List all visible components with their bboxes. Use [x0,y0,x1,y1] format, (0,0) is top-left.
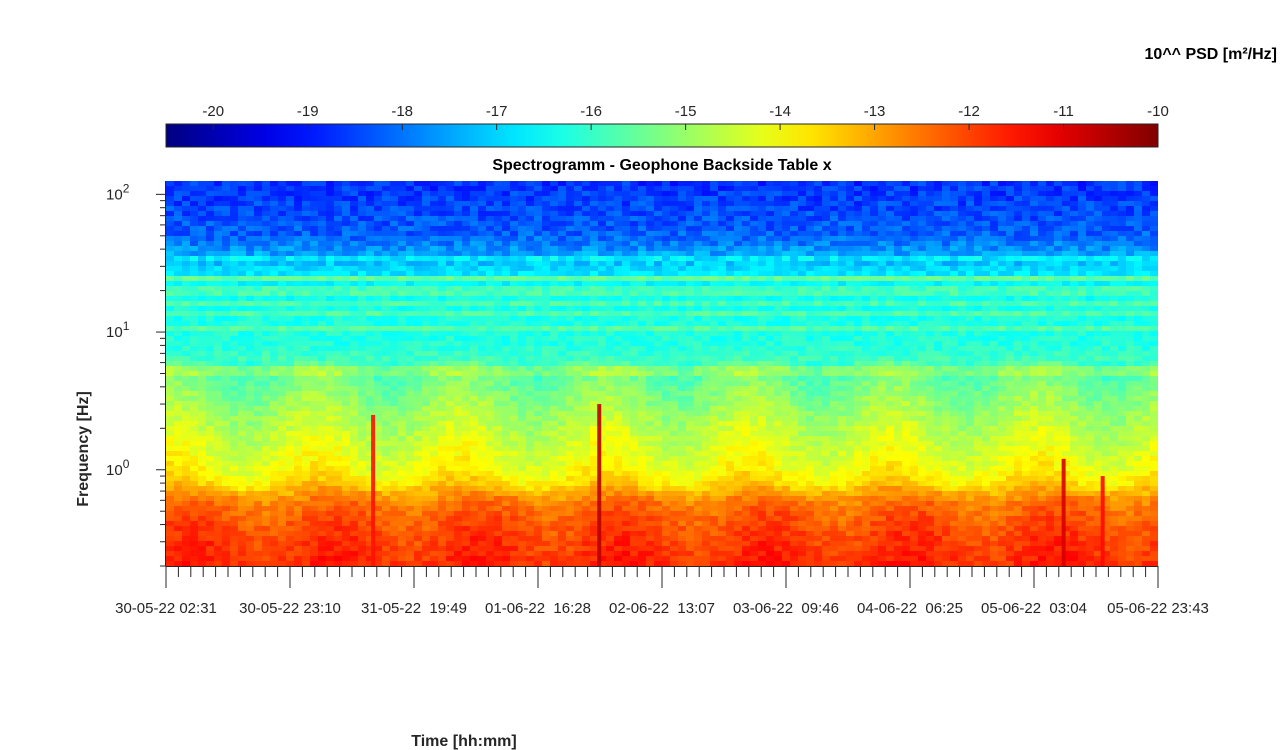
colorbar-tick-label: -19 [297,103,319,120]
transient-event [1100,476,1105,566]
x-axis: 30-05-22 02:31 30-05-22 23:10 31-05-22 19:… [115,566,1209,750]
colorbar-tick-label: -11 [1053,103,1074,120]
x-tick-label: 03-06-22 09:46 [733,600,839,617]
y-tick-label: 102 [106,181,130,203]
colorbar-tick-label: -17 [486,103,508,120]
y-axis: 100 101 102 Frequency [Hz] [75,181,166,567]
x-tick-label: 31-05-22 19:49 [361,600,467,617]
y-axis-label: Frequency [Hz] [75,391,92,507]
spectrogram-plot [166,181,1158,566]
transient-event [1061,458,1066,566]
y-tick-label: 101 [106,319,130,341]
x-axis-label: Time [hh:mm] [411,733,516,750]
colorbar-tick-label: -14 [769,103,791,120]
colorbar-tick-label: -13 [864,103,886,120]
x-tick-label: 04-06-22 06:25 [857,600,963,617]
colorbar-tick-label: -20 [202,103,224,120]
transient-event [597,404,602,566]
spectrogram-heatmap [166,181,1158,566]
colorbar-tick-label: -16 [580,103,602,120]
colorbar-frame [165,123,1159,148]
x-tick-label: 02-06-22 13:07 [609,600,715,617]
colorbar-tick-label: -15 [675,103,697,120]
colorbar-ticks: -20 -19 -18 -17 -16 -15 -14 -13 -12 -11 -10 [202,103,1169,130]
colorbar-tick-label: -18 [391,103,413,120]
x-tick-label: 30-05-22 02:31 [115,600,217,617]
x-tick-label: 01-06-22 16:28 [485,600,591,617]
colorbar-label: 10^^ PSD [m²/Hz] [1145,46,1277,63]
x-tick-label: 30-05-22 23:10 [239,600,341,617]
colorbar-gradient [166,124,1158,147]
x-tick-label: 05-06-22 23:43 [1107,600,1209,617]
chart-title: Spectrogramm - Geophone Backside Table x [492,157,831,174]
y-axis-ticks: 100 101 102 [106,181,166,567]
y-tick-label: 100 [106,457,130,479]
x-tick-label: 05-06-22 03:04 [981,600,1087,617]
x-axis-ticks: 30-05-22 02:31 30-05-22 23:10 31-05-22 19:… [115,566,1209,617]
colorbar-tick-label: -12 [958,103,980,120]
colorbar-tick-label: -10 [1147,103,1169,120]
transient-event [371,414,376,566]
colorbar: -20 -19 -18 -17 -16 -15 -14 -13 -12 -11 -10 [165,103,1169,148]
